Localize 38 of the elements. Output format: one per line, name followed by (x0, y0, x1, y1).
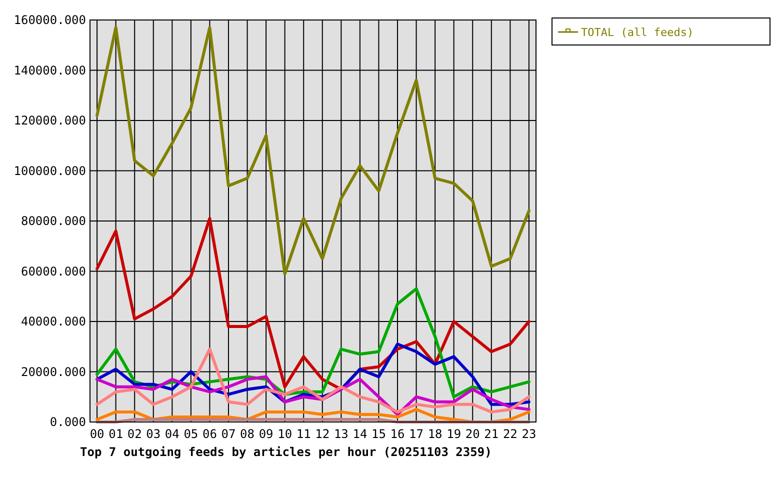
x-tick-label: 12 (315, 427, 330, 441)
x-tick-label: 23 (522, 427, 536, 441)
y-tick-label: 20000.000 (20, 364, 86, 379)
text: Top 7 outgoing feeds by articles per hour (20251103 2359) (80, 445, 492, 459)
x-tick-label: 22 (502, 427, 518, 441)
x-tick-label: 20 (465, 427, 480, 441)
x-tick-label: 13 (334, 427, 348, 441)
x-tick-label: 06 (202, 427, 217, 441)
x-tick-label: 09 (258, 427, 274, 441)
x-tick-label: 18 (428, 427, 442, 441)
x-tick-label: 00 (90, 427, 104, 441)
legend-label: TOTAL (all feeds) (581, 26, 694, 39)
x-tick-label: 14 (352, 427, 368, 441)
y-tick-label: 140000.000 (14, 63, 86, 78)
x-tick-label: 01 (108, 427, 124, 441)
y-tick-label: 40000.000 (20, 314, 86, 329)
x-tick-label: 04 (164, 427, 180, 441)
line-series (96, 348, 530, 414)
x-tick-label: 08 (240, 427, 254, 441)
x-tick-label: 10 (278, 427, 292, 441)
y-tick-label: 0.000 (50, 415, 86, 430)
y-tick-label: 60000.000 (20, 264, 86, 278)
x-tick-label: 05 (184, 427, 198, 441)
x-tick-label: 15 (372, 427, 386, 441)
y-tick-label: 100000.000 (14, 164, 86, 178)
line-series (96, 216, 530, 391)
x-tick-label: 17 (409, 427, 424, 441)
x-tick-label: 21 (484, 427, 499, 441)
x-tick-label: 02 (127, 427, 142, 441)
x-tick-label: 19 (446, 427, 462, 441)
x-tick-label: 11 (296, 427, 311, 441)
y-tick-label: 120000.000 (14, 114, 86, 128)
y-tick-label: 160000.000 (14, 13, 86, 28)
line-series (96, 26, 530, 276)
x-tick-label: 16 (390, 427, 405, 441)
x-tick-label: 03 (146, 427, 161, 441)
y-tick-label: 80000.000 (20, 214, 86, 228)
x-tick-label: 07 (221, 427, 236, 441)
